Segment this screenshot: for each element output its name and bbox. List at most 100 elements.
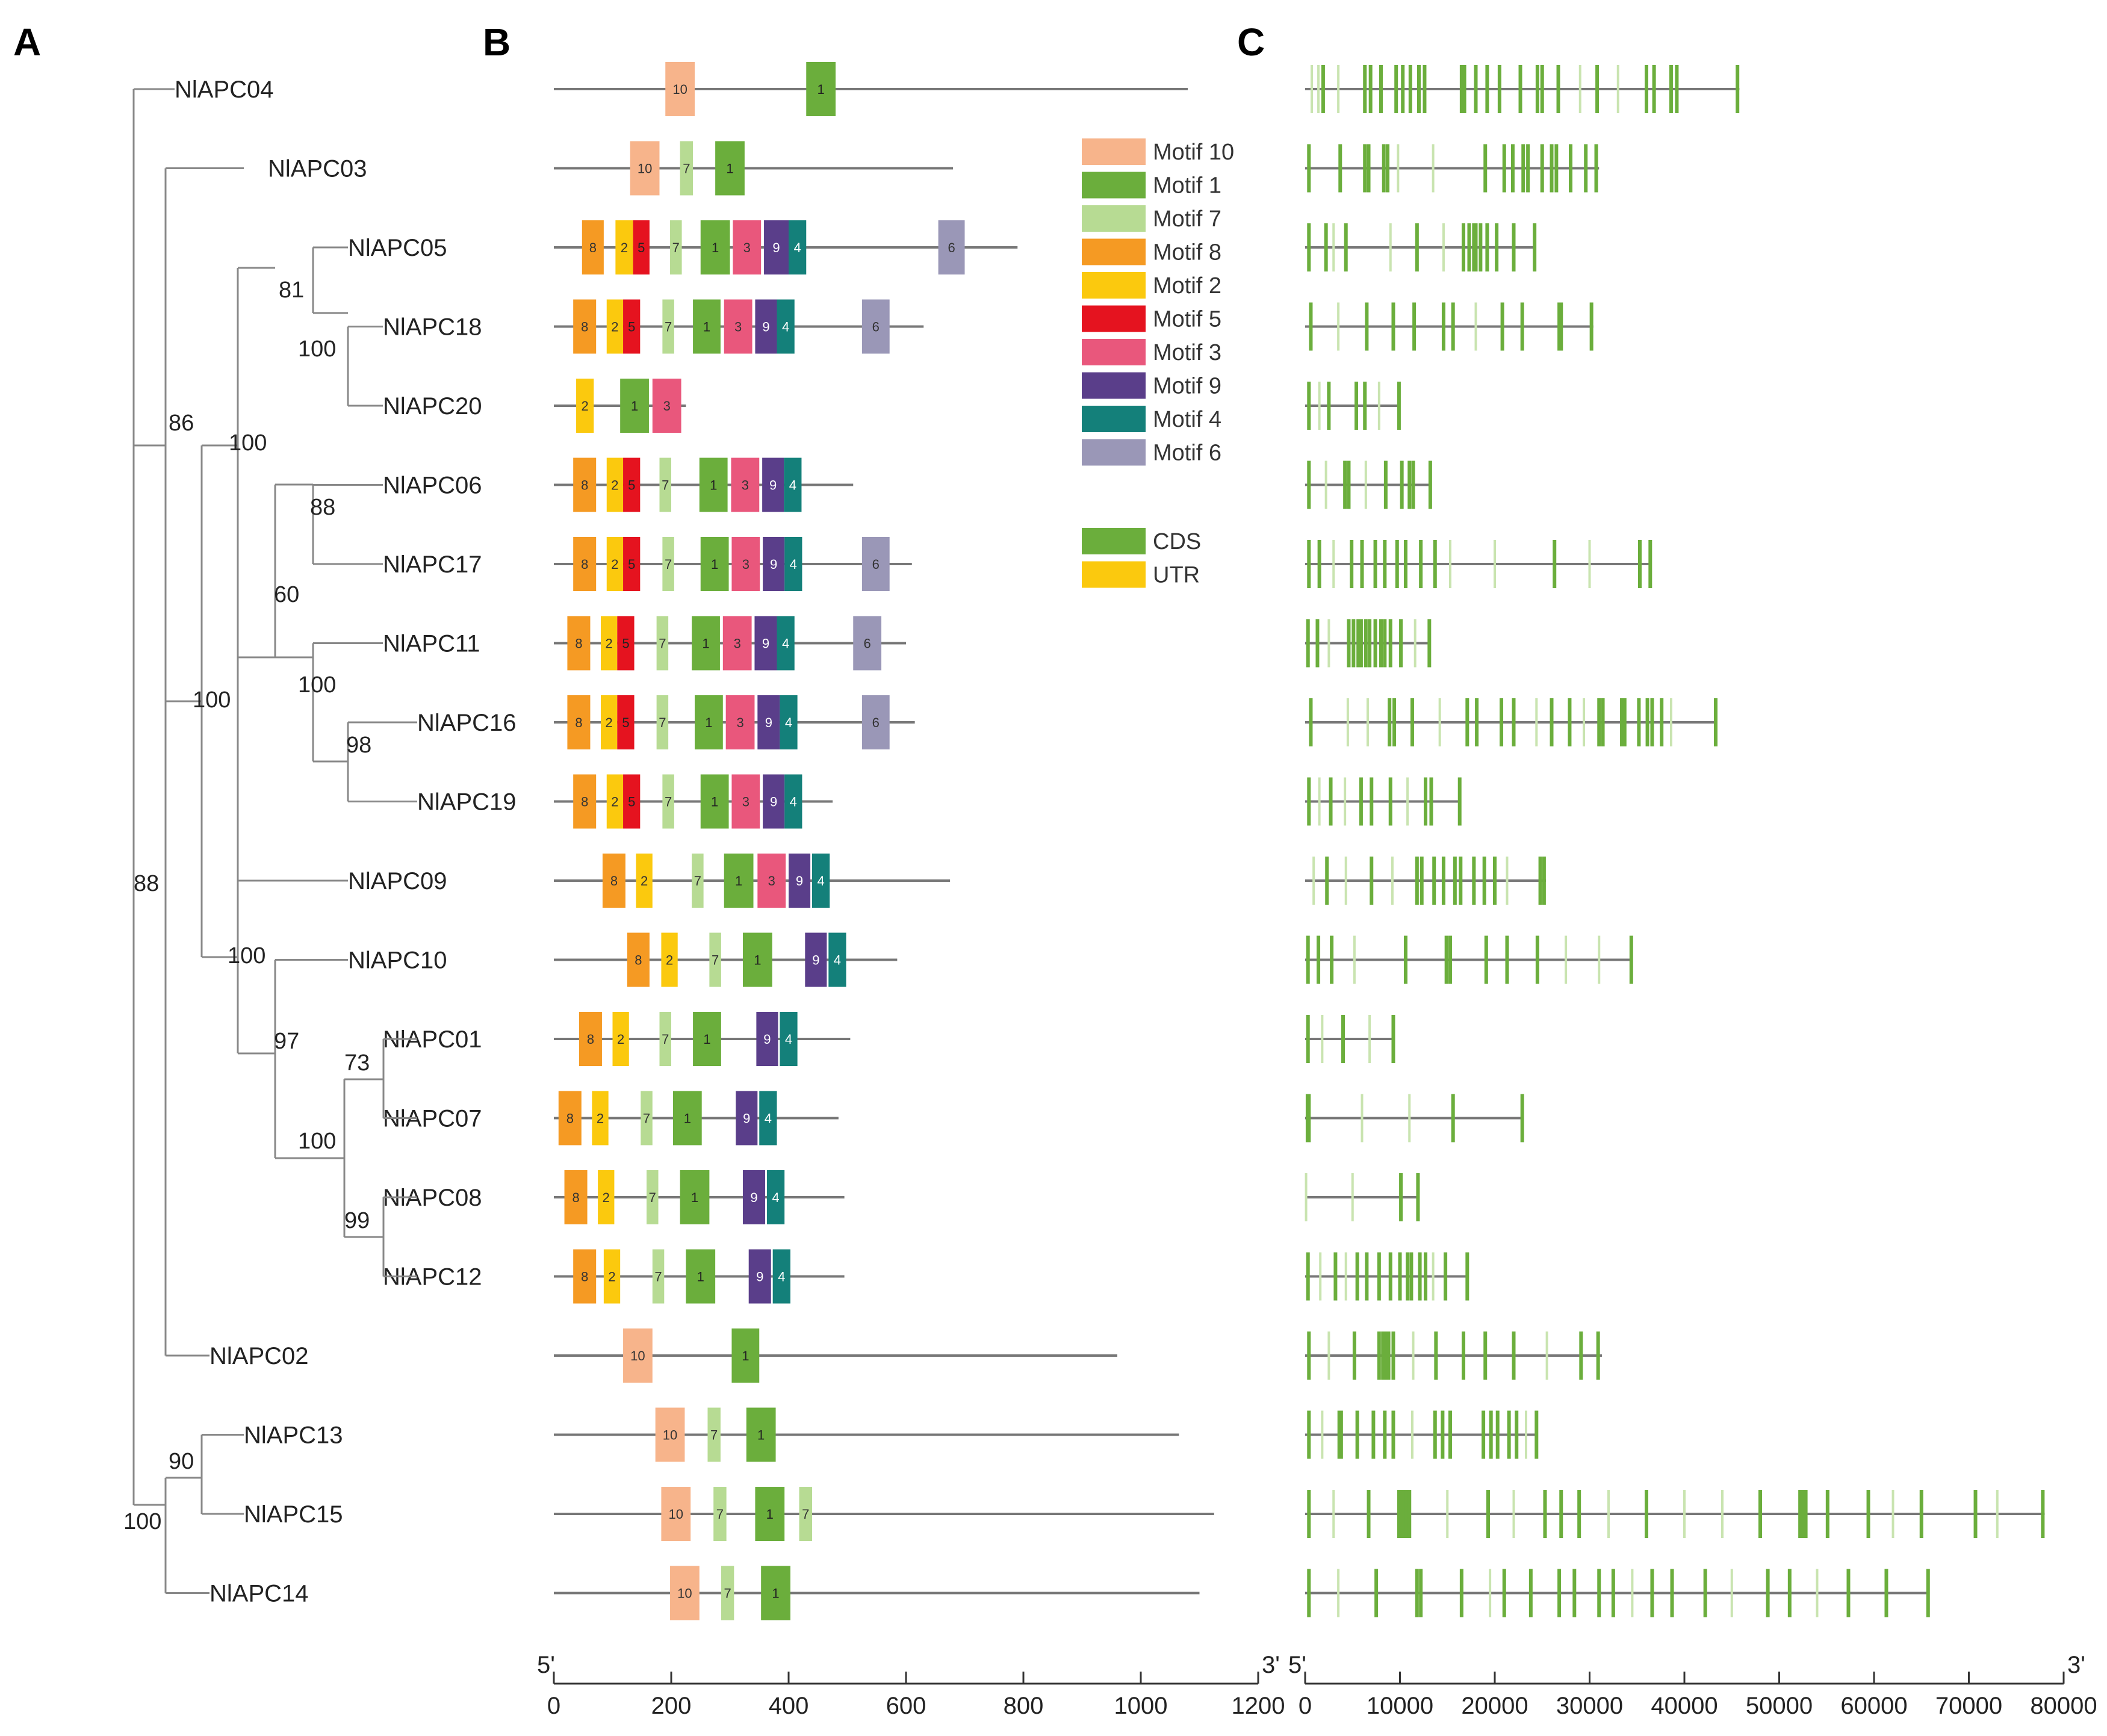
motif-box-1: 1 xyxy=(699,457,728,512)
motif-box-2: 2 xyxy=(606,774,624,829)
motif-id-label: 2 xyxy=(641,873,648,888)
motif-box-4: 4 xyxy=(780,1012,798,1066)
exon-cds xyxy=(1482,1410,1486,1459)
motif-rect xyxy=(573,1249,597,1304)
motif-box-7: 7 xyxy=(647,1170,659,1224)
exon-cds xyxy=(1462,65,1466,113)
exon-cds xyxy=(1441,857,1445,905)
exon-cds xyxy=(1596,1331,1600,1380)
motif-rect xyxy=(731,774,760,829)
motif-box-1: 1 xyxy=(731,1328,760,1383)
exon-cds xyxy=(1884,1569,1888,1617)
motif-box-6: 6 xyxy=(861,537,890,591)
motif-id-label: 7 xyxy=(662,1032,669,1047)
exon-cds xyxy=(1453,857,1457,905)
motif-rect xyxy=(558,1091,582,1145)
motif-id-label: 8 xyxy=(635,953,642,968)
motif-rect xyxy=(692,616,720,671)
motif-rect xyxy=(789,854,811,908)
motif-rect xyxy=(579,1012,602,1066)
motif-id-label: 2 xyxy=(603,1190,610,1205)
motif-id-label: 9 xyxy=(765,715,772,730)
motif-box-9: 9 xyxy=(757,695,780,749)
motif-rect xyxy=(700,220,730,274)
exon-cds xyxy=(1497,65,1501,113)
legend-swatch xyxy=(1082,138,1146,165)
exon-faint xyxy=(1545,1331,1548,1380)
exon-cds xyxy=(1420,857,1424,905)
exon-faint xyxy=(1346,698,1349,746)
axis-end-5: 5' xyxy=(1288,1652,1306,1678)
exon-cds xyxy=(1919,1490,1923,1538)
phylogenetic-tree: NlAPC04 NlAPC03 NlAPC05 NlAPC18 NlAPC20 NlAPC… xyxy=(123,76,517,1607)
motif-id-label: 2 xyxy=(621,240,628,255)
motif-id-label: 1 xyxy=(703,320,710,335)
motif-row-nlapc04: 10 1 xyxy=(554,62,1188,116)
motif-box-2: 2 xyxy=(601,616,618,671)
motif-rect xyxy=(662,299,674,354)
motif-box-5: 5 xyxy=(623,537,641,591)
exon-cds xyxy=(1557,302,1562,351)
exon-cds xyxy=(1423,65,1427,113)
exon-cds xyxy=(1866,1490,1870,1538)
tree-leaf-nlapc13: NlAPC13 xyxy=(244,1422,343,1449)
gene-structure-nlapc07 xyxy=(1305,1094,1524,1142)
motif-box-7: 7 xyxy=(680,141,694,196)
motif-id-label: 1 xyxy=(705,715,712,730)
exon-cds xyxy=(1374,1569,1379,1617)
gene-length-axis: 0 10000 20000 30000 40000 50000 60000 70000 8000… xyxy=(1288,1652,2097,1719)
motif-id-label: 4 xyxy=(789,478,796,493)
bootstrap-n_06_19: 60 xyxy=(274,582,299,607)
motif-rect xyxy=(784,537,802,591)
motif-box-10: 10 xyxy=(655,1407,685,1462)
motif-box-1: 1 xyxy=(680,1170,710,1224)
motif-row-nlapc02: 10 1 xyxy=(554,1328,1117,1383)
motif-id-label: 9 xyxy=(770,795,777,810)
motif-id-label: 10 xyxy=(663,1428,677,1443)
exon-cds xyxy=(1459,65,1463,113)
motif-rect xyxy=(700,774,729,829)
motif-box-9: 9 xyxy=(762,457,784,512)
exon-faint xyxy=(1489,1569,1492,1617)
motif-box-7: 7 xyxy=(662,299,674,354)
exon-cds xyxy=(1383,1410,1387,1459)
exon-cds xyxy=(1622,698,1627,746)
exon-cds xyxy=(1736,65,1740,113)
exon-faint xyxy=(1442,223,1445,271)
motif-rect xyxy=(662,774,674,829)
axis-tick-label: 600 xyxy=(886,1693,926,1719)
motif-box-8: 8 xyxy=(582,220,604,274)
exon-cds xyxy=(1373,540,1377,588)
motif-box-2: 2 xyxy=(636,854,653,908)
motif-rect xyxy=(721,1566,734,1620)
axis-tick-label: 70000 xyxy=(1935,1693,2002,1719)
exon-cds xyxy=(1367,144,1371,193)
motif-rect xyxy=(606,774,624,829)
exon-cds xyxy=(1315,619,1320,668)
motif-box-8: 8 xyxy=(627,932,650,987)
motif-id-label: 4 xyxy=(790,557,797,572)
motif-rect xyxy=(672,1091,702,1145)
motif-box-4: 4 xyxy=(780,695,798,749)
motif-id-label: 6 xyxy=(872,320,880,335)
exon-cds xyxy=(1407,1490,1412,1538)
motif-box-8: 8 xyxy=(573,774,597,829)
exon-cds xyxy=(1526,144,1530,193)
legend-item-motif-1: Motif 1 xyxy=(1082,172,1221,199)
exon-faint xyxy=(1588,540,1591,588)
motif-rect xyxy=(656,616,669,671)
exon-cds xyxy=(1528,1569,1533,1617)
exon-cds xyxy=(1343,460,1347,509)
motif-rect xyxy=(620,379,649,433)
motif-rect xyxy=(656,695,669,749)
exon-cds xyxy=(1321,65,1325,113)
motif-box-10: 10 xyxy=(630,141,660,196)
exon-faint xyxy=(1389,223,1392,271)
motif-row-nlapc15: 10 7 1 7 xyxy=(554,1487,1214,1541)
legend-swatch xyxy=(1082,439,1146,466)
motif-box-10: 10 xyxy=(623,1328,653,1383)
motif-id-label: 8 xyxy=(581,557,588,572)
exon-cds xyxy=(1521,144,1525,193)
motif-box-7: 7 xyxy=(692,854,704,908)
